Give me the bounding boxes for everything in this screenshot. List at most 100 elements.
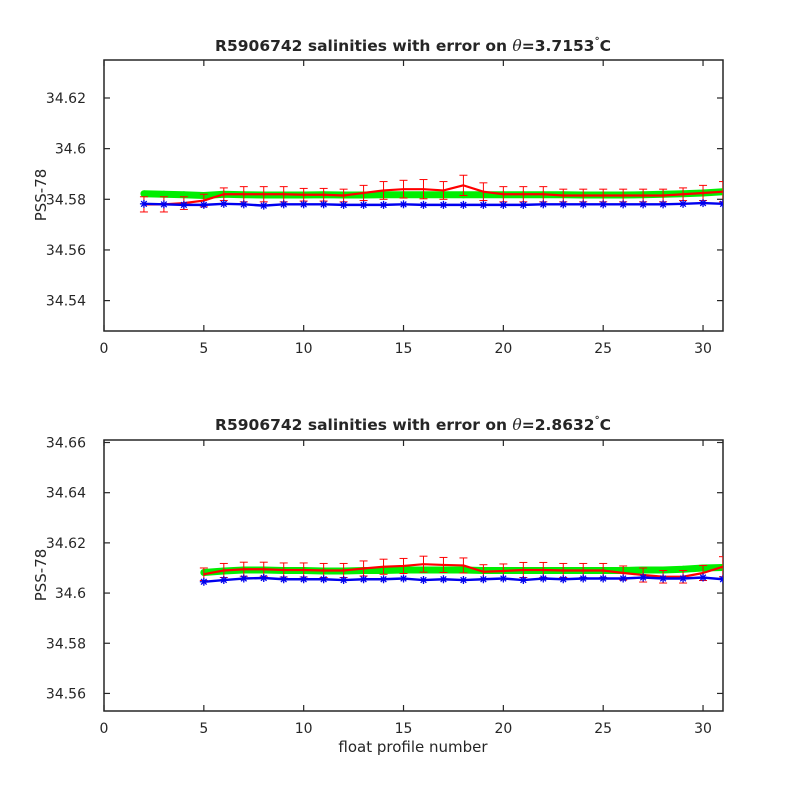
top-ticks-layer: 0 5 10 15 20 25 30 34.54 34.56 34.58 34.6 34.62 xyxy=(46,60,723,357)
bottom-blue-star-marker xyxy=(279,575,288,584)
bottom-y-tick-label: 34.64 xyxy=(46,486,86,502)
bottom-x-tick-label: 15 xyxy=(395,721,413,737)
top-title-value: =3.7153 xyxy=(522,37,595,55)
top-blue-star-marker xyxy=(399,200,408,209)
top-red-series-line xyxy=(143,184,723,206)
bottom-blue-star-marker xyxy=(539,574,548,583)
top-y-tick-label: 34.58 xyxy=(46,192,86,208)
bottom-panel: 0 5 10 15 20 25 30 34.56 34.58 34.6 34.62 34.64 34.6… xyxy=(32,415,724,756)
top-y-tick-label: 34.54 xyxy=(46,294,86,310)
top-green-point xyxy=(140,190,148,198)
bottom-y-tick-label: 34.58 xyxy=(46,636,86,652)
bottom-blue-star-marker xyxy=(679,574,688,583)
top-blue-star-marker xyxy=(439,200,448,209)
top-blue-star-marker xyxy=(219,199,228,208)
top-blue-star-marker xyxy=(319,200,328,209)
top-x-tick-label: 10 xyxy=(295,341,313,357)
bottom-blue-star-marker xyxy=(219,576,228,585)
top-blue-star-marker xyxy=(679,199,688,208)
bottom-green-point xyxy=(659,566,667,574)
bottom-blue-star-marker xyxy=(339,576,348,585)
top-blue-star-marker xyxy=(459,200,468,209)
bottom-blue-star-marker xyxy=(399,574,408,583)
bottom-red-series-line xyxy=(203,563,723,578)
top-blue-star-marker xyxy=(199,200,208,209)
bottom-x-tick-label: 30 xyxy=(694,721,712,737)
bottom-blue-star-marker xyxy=(599,574,608,583)
bottom-blue-star-marker xyxy=(499,574,508,583)
top-blue-star-marker xyxy=(539,200,548,209)
top-blue-star-marker xyxy=(359,200,368,209)
bottom-title-value: =2.8632 xyxy=(522,416,595,434)
bottom-blue-star-marker xyxy=(379,575,388,584)
bottom-title-theta: θ xyxy=(512,416,522,434)
bottom-y-tick-label: 34.6 xyxy=(55,586,86,602)
bottom-blue-star-marker xyxy=(479,575,488,584)
top-x-tick-label: 20 xyxy=(494,341,512,357)
top-x-tick-label: 15 xyxy=(395,341,413,357)
bottom-title-unit: C xyxy=(600,416,611,434)
bottom-blue-star-marker xyxy=(559,575,568,584)
bottom-blue-star-marker xyxy=(519,576,528,585)
top-x-tick-label: 25 xyxy=(594,341,612,357)
top-blue-star-marker xyxy=(559,200,568,209)
bottom-blue-star-marker xyxy=(619,574,628,583)
top-green-point xyxy=(160,190,168,198)
top-title-degree: ° xyxy=(595,36,600,47)
top-title-theta: θ xyxy=(512,37,522,55)
top-blue-star-marker xyxy=(339,200,348,209)
bottom-x-tick-label: 10 xyxy=(295,721,313,737)
bottom-plot-frame xyxy=(103,439,724,712)
bottom-blue-star-marker xyxy=(459,576,468,585)
bottom-x-tick-label: 0 xyxy=(100,721,109,737)
top-y-axis-label: PSS-78 xyxy=(32,169,50,222)
bottom-blue-star-marker xyxy=(299,575,308,584)
bottom-blue-star-marker xyxy=(239,574,248,583)
top-title-unit: C xyxy=(600,37,611,55)
top-blue-star-marker xyxy=(599,200,608,209)
top-blue-star-marker xyxy=(699,199,708,208)
top-blue-star-marker xyxy=(279,200,288,209)
bottom-x-tick-label: 20 xyxy=(494,721,512,737)
bottom-blue-star-marker xyxy=(699,573,708,582)
top-y-tick-label: 34.6 xyxy=(55,142,86,158)
bottom-y-axis-label: PSS-78 xyxy=(32,549,50,602)
bottom-series-layer xyxy=(199,555,723,586)
top-blue-star-marker xyxy=(419,200,428,209)
top-x-tick-label: 30 xyxy=(694,341,712,357)
top-title-prefix: R5906742 salinities with error on xyxy=(215,37,512,55)
top-blue-star-marker xyxy=(259,201,268,210)
top-y-tick-label: 34.56 xyxy=(46,243,86,259)
top-blue-star-marker xyxy=(499,200,508,209)
bottom-blue-star-marker xyxy=(579,574,588,583)
bottom-title-prefix: R5906742 salinities with error on xyxy=(215,416,512,434)
bottom-blue-star-marker xyxy=(439,575,448,584)
bottom-title-degree: ° xyxy=(595,415,600,426)
bottom-blue-star-marker xyxy=(719,575,723,584)
bottom-x-axis-label: float profile number xyxy=(338,738,488,756)
top-blue-star-marker xyxy=(299,200,308,209)
top-blue-star-marker xyxy=(479,200,488,209)
bottom-blue-star-marker xyxy=(259,574,268,583)
bottom-blue-star-marker xyxy=(199,577,208,586)
bottom-x-tick-label: 5 xyxy=(199,721,208,737)
bottom-blue-star-marker xyxy=(359,575,368,584)
bottom-ticks-layer: 0 5 10 15 20 25 30 34.56 34.58 34.6 34.62 34.64 34.6… xyxy=(46,436,723,737)
top-blue-star-marker xyxy=(179,200,188,209)
bottom-y-tick-label: 34.66 xyxy=(46,436,86,452)
top-blue-star-marker xyxy=(659,200,668,209)
bottom-blue-star-marker xyxy=(419,576,428,585)
top-blue-star-marker xyxy=(719,199,723,208)
top-blue-star-marker xyxy=(139,199,148,208)
top-blue-star-marker xyxy=(379,200,388,209)
top-panel: 0 5 10 15 20 25 30 34.54 34.56 34.58 34.6 34.62 R59… xyxy=(32,36,724,357)
top-x-tick-label: 5 xyxy=(199,341,208,357)
top-y-tick-label: 34.62 xyxy=(46,91,86,107)
top-blue-star-marker xyxy=(519,200,528,209)
bottom-blue-star-marker xyxy=(639,573,648,582)
bottom-y-tick-label: 34.56 xyxy=(46,686,86,702)
top-x-tick-label: 0 xyxy=(100,341,109,357)
bottom-x-tick-label: 25 xyxy=(594,721,612,737)
top-chart-title: R5906742 salinities with error on θ=3.71… xyxy=(215,36,611,55)
